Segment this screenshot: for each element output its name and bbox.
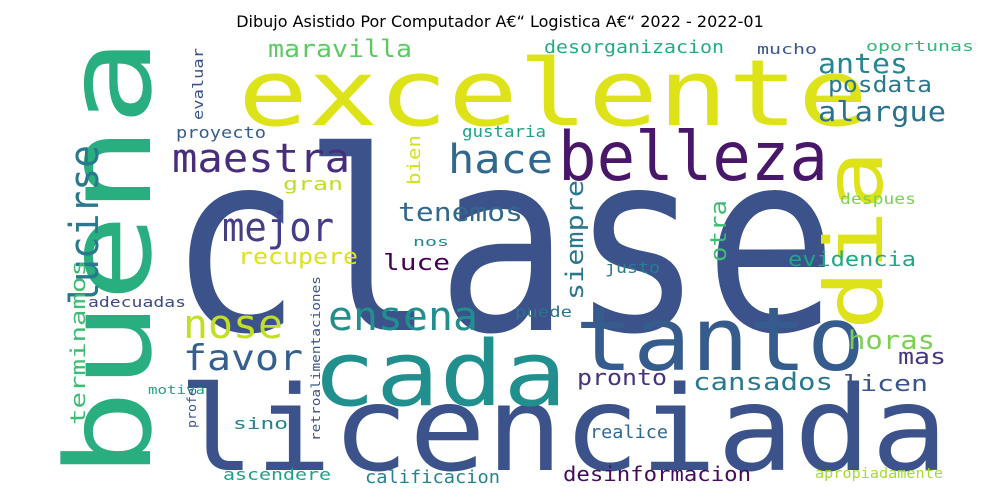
word-profe: profe xyxy=(185,388,199,428)
word-despues: despues xyxy=(840,190,916,208)
word-licen: licen xyxy=(843,372,928,397)
word-posdata: posdata xyxy=(828,73,932,98)
word-mucho: mucho xyxy=(757,42,817,58)
word-nose: nose xyxy=(183,302,283,348)
word-desorganizacion: desorganizacion xyxy=(544,37,724,58)
word-ascendere: ascendere xyxy=(223,465,331,484)
word-retroalimentaciones: retroalimentaciones xyxy=(309,276,323,441)
word-tanto: tanto xyxy=(575,288,865,391)
word-excelente: excelente xyxy=(238,40,868,147)
word-siempre: siempre xyxy=(561,180,589,300)
word-antes: antes xyxy=(818,47,908,80)
word-bien: bien xyxy=(404,135,425,185)
word-evaluar: evaluar xyxy=(191,48,207,120)
word-dia: dia xyxy=(808,150,901,330)
word-ensena: ensena xyxy=(328,294,478,340)
word-tenemos: tenemos xyxy=(398,198,523,228)
word-maestra: maestra xyxy=(172,136,350,182)
word-cada: cada xyxy=(312,322,567,427)
word-realice: realice xyxy=(590,422,668,443)
word-oportunas: oportunas xyxy=(866,39,974,55)
word-lucirse: lucirse xyxy=(62,145,108,305)
word-calificacion: calificacion xyxy=(365,467,500,488)
word-terminamos: terminamos xyxy=(66,260,90,425)
word-horas: horas xyxy=(848,326,935,356)
word-motiva: motiva xyxy=(148,383,205,397)
word-mejor: mejor xyxy=(222,205,334,251)
word-gustaria: gustaria xyxy=(462,122,546,141)
word-cansados: cansados xyxy=(693,368,833,396)
word-adecuadas: adecuadas xyxy=(88,295,186,311)
word-clase: clase xyxy=(168,98,838,389)
word-apropiadamente: apropiadamente xyxy=(815,466,943,482)
plot-title: Dibujo Asistido Por Computador A€“ Logis… xyxy=(236,12,764,31)
word-justo: justo xyxy=(605,258,660,277)
word-sino: sino xyxy=(233,414,288,433)
word-luce: luce xyxy=(383,251,450,276)
word-gran: gran xyxy=(283,174,343,195)
word-pronto: pronto xyxy=(577,366,667,391)
word-maravilla: maravilla xyxy=(268,35,412,63)
word-mas: mas xyxy=(898,345,946,370)
word-belleza: belleza xyxy=(558,118,828,197)
word-otra: otra xyxy=(707,200,732,262)
word-licenciada: licenciada xyxy=(178,360,948,498)
word-recupere: recupere xyxy=(238,245,358,270)
word-evidencia: evidencia xyxy=(788,247,916,271)
word-nos: nos xyxy=(413,235,449,249)
word-alargue: alargue xyxy=(818,95,946,128)
word-puede: puede xyxy=(515,303,572,321)
word-favor: favor xyxy=(183,338,303,379)
word-buena: buena xyxy=(40,38,178,478)
word-hace: hace xyxy=(448,137,553,183)
word-desinformacion: desinformacion xyxy=(563,462,751,486)
word-proyecto: proyecto xyxy=(176,123,266,142)
